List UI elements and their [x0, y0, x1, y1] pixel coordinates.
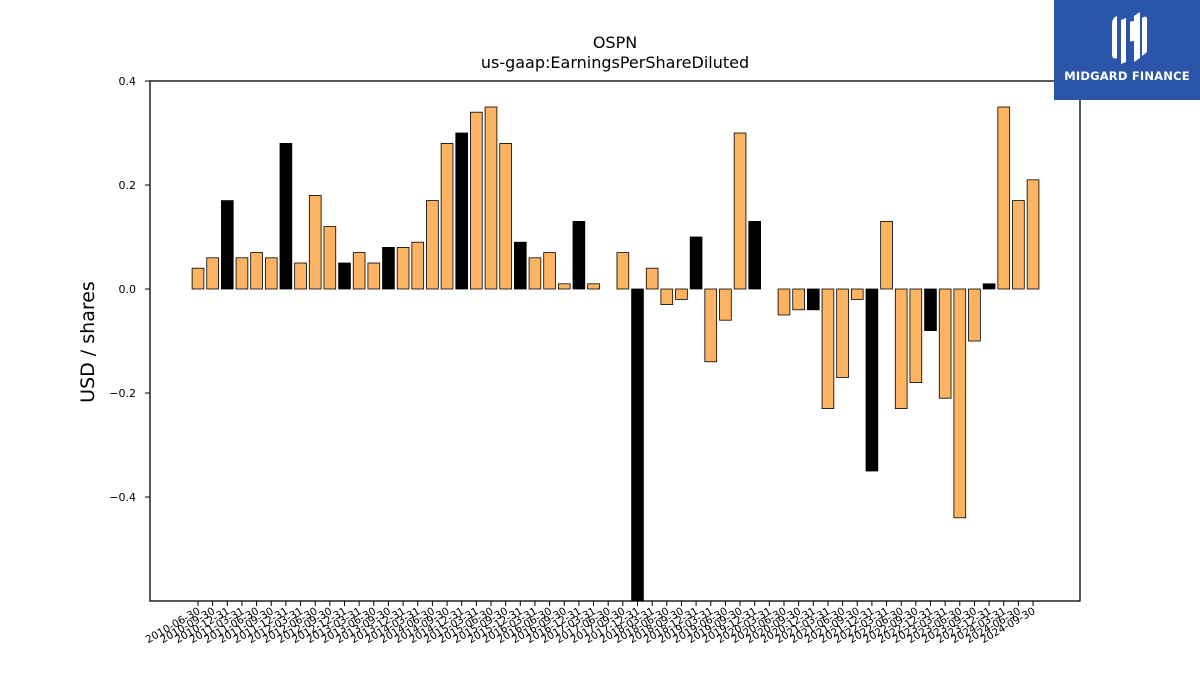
bar-2010-09-30	[206, 257, 219, 290]
y-tick-label: 0.4	[119, 75, 137, 88]
chart-title: OSPN	[593, 33, 637, 52]
bar-2012-12-31	[338, 262, 351, 290]
bar-2019-03-31	[704, 288, 718, 363]
bar-2024-09-30	[1026, 179, 1040, 290]
bar-2018-06-30	[660, 288, 674, 306]
bar-2014-12-31	[455, 132, 468, 290]
bar-2011-06-30	[250, 252, 263, 290]
bar-2011-03-31	[235, 257, 249, 290]
y-tick-label: −0.2	[109, 387, 136, 400]
bar-2011-09-30	[264, 257, 278, 290]
bar-2016-06-30	[543, 252, 556, 290]
bar-2010-06-30	[191, 267, 205, 290]
bar-2019-12-31	[748, 220, 761, 290]
bar-2023-09-30	[968, 288, 981, 342]
bar-2014-06-30	[426, 200, 439, 290]
bar-2021-03-31	[821, 288, 835, 409]
y-tick-label: −0.4	[109, 491, 136, 504]
bar-2018-09-30	[675, 288, 688, 300]
bar-2022-06-30	[894, 288, 908, 409]
bar-2024-03-31	[997, 106, 1011, 290]
bar-2010-12-31	[220, 200, 234, 290]
bar-2024-06-30	[1012, 200, 1025, 290]
bar-2017-03-31	[587, 283, 600, 290]
bar-2013-06-30	[367, 262, 381, 290]
bar-2019-06-30	[719, 288, 732, 321]
bar-2020-06-30	[777, 288, 791, 316]
bar-2021-12-31	[865, 288, 879, 472]
bar-2012-09-30	[323, 226, 337, 290]
bar-2018-12-31	[689, 236, 703, 290]
bar-2014-03-31	[411, 241, 425, 290]
bar-2017-09-30	[616, 252, 630, 290]
bar-2021-09-30	[850, 288, 864, 300]
bar-series	[191, 106, 1040, 602]
bar-2013-03-31	[352, 252, 366, 290]
y-axis: 0.4 0.2 0.0 −0.2 −0.4	[109, 75, 150, 504]
chart-subtitle: us-gaap:EarningsPerShareDiluted	[481, 53, 749, 72]
y-tick-label: 0.0	[119, 283, 137, 296]
brand-name: MIDGARD FINANCE	[1064, 69, 1190, 83]
bar-2016-09-30	[557, 283, 571, 290]
bar-2017-12-31	[631, 288, 644, 602]
bar-2021-06-30	[836, 288, 849, 378]
bar-2020-12-31	[807, 288, 820, 311]
bar-2015-09-30	[499, 142, 512, 290]
y-axis-label: USD / shares	[77, 281, 99, 403]
bar-2015-12-31	[514, 241, 527, 290]
bar-2011-12-31	[279, 142, 293, 290]
brand-logo: MIDGARD FINANCE	[1054, 0, 1200, 100]
bar-2013-12-31	[396, 246, 410, 290]
midgard-logo-icon	[1112, 12, 1148, 64]
bar-2012-03-31	[294, 262, 307, 290]
bar-2013-09-30	[382, 246, 395, 290]
bar-2012-06-30	[308, 194, 322, 290]
bar-2015-03-31	[470, 111, 483, 290]
bar-2023-03-31	[938, 288, 952, 399]
bar-2016-12-31	[572, 220, 586, 290]
bar-2020-09-30	[792, 288, 805, 311]
bar-2014-09-30	[440, 142, 454, 290]
x-axis: 2010-06-302010-09-302010-12-312011-03-31…	[144, 601, 1038, 646]
bar-2019-09-30	[733, 132, 747, 290]
bar-2022-12-31	[924, 288, 937, 331]
bar-2022-03-31	[880, 220, 893, 290]
y-tick-label: 0.2	[119, 179, 137, 192]
bar-2022-09-30	[909, 288, 923, 383]
bar-2016-03-31	[528, 257, 542, 290]
bar-2018-03-31	[645, 267, 659, 290]
bar-2023-12-31	[982, 283, 996, 290]
bar-2023-06-30	[953, 288, 967, 519]
plot-frame	[149, 80, 1081, 602]
bar-2015-06-30	[484, 106, 498, 290]
